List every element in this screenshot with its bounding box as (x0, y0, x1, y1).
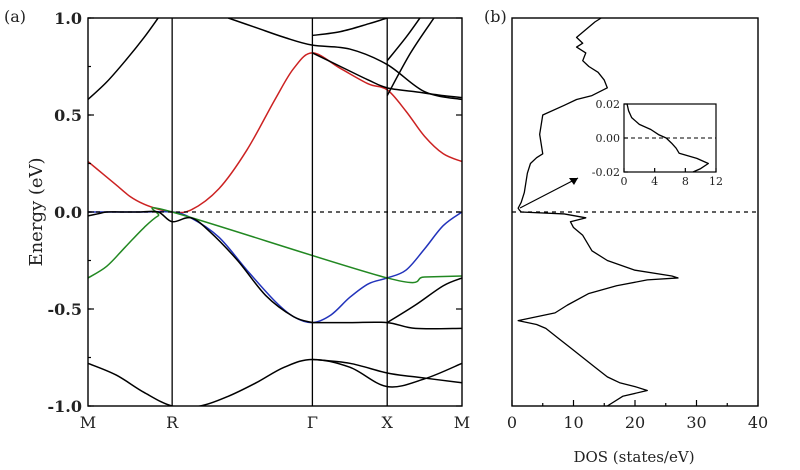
dos-ticks: 0 10 20 30 40 (507, 400, 768, 432)
band-line (88, 207, 462, 284)
panel-a-frame (87, 17, 463, 407)
band-line (386, 18, 435, 96)
band-line (228, 18, 462, 101)
k-point-label: M (80, 413, 96, 432)
dos-tick-label: 10 (563, 413, 583, 432)
band-line (312, 18, 388, 37)
inset-y-tick-label: -0.02 (592, 166, 620, 179)
dos-tick-label: 0 (507, 413, 517, 432)
energy-tick-label: 0.0 (54, 203, 82, 222)
band-line (88, 210, 313, 324)
panel-b-label: (b) (484, 7, 507, 26)
dos-tick-label: 20 (625, 413, 645, 432)
k-point-label: Γ (307, 413, 318, 432)
inset-x-tick-label: 12 (709, 175, 723, 188)
band-structure-panel: (a) Energy (eV) -1.0 -0.5 0.0 0.5 1.0 M R Γ X M (4, 7, 470, 432)
inset-x-tick-label: 8 (682, 175, 689, 188)
inset-dos-curve (626, 103, 709, 173)
dos-axis-label: DOS (states/eV) (573, 448, 694, 466)
dos-tick-label: 30 (686, 413, 706, 432)
band-line (88, 358, 462, 406)
energy-tick-label: -0.5 (48, 300, 82, 319)
k-point-label: R (166, 413, 179, 432)
dos-tick-label: 40 (748, 413, 768, 432)
inset-y-tick-label: 0.00 (596, 132, 621, 145)
dos-panel: (b) 0 10 20 30 40 DOS (states/eV) -0.020.000… (484, 7, 768, 466)
energy-tick-label: 0.5 (54, 106, 82, 125)
dos-curve (517, 17, 679, 407)
panel-a-label: (a) (4, 7, 26, 26)
inset-arrow (519, 177, 579, 209)
panel-b-frame (511, 17, 759, 407)
inset-x-tick-label: 0 (621, 175, 628, 188)
energy-axis-label: Energy (eV) (26, 157, 47, 266)
energy-tick-label: 1.0 (54, 9, 82, 28)
inset-x-tick-label: 4 (651, 175, 658, 188)
inset-ticks: -0.02 0.00 0.02 0 4 8 12 (592, 98, 723, 188)
band-line (386, 277, 462, 324)
band-lines (88, 18, 462, 406)
band-line (88, 52, 462, 214)
k-point-label: M (454, 413, 470, 432)
band-line (88, 18, 159, 101)
inset-y-tick-label: 0.02 (596, 98, 621, 111)
inset-arrow-head (569, 178, 578, 185)
band-line (386, 18, 421, 62)
energy-tick-label: -1.0 (48, 397, 82, 416)
k-point-label: X (382, 413, 394, 432)
inset-plot: -0.02 0.00 0.02 0 4 8 12 (592, 98, 723, 188)
